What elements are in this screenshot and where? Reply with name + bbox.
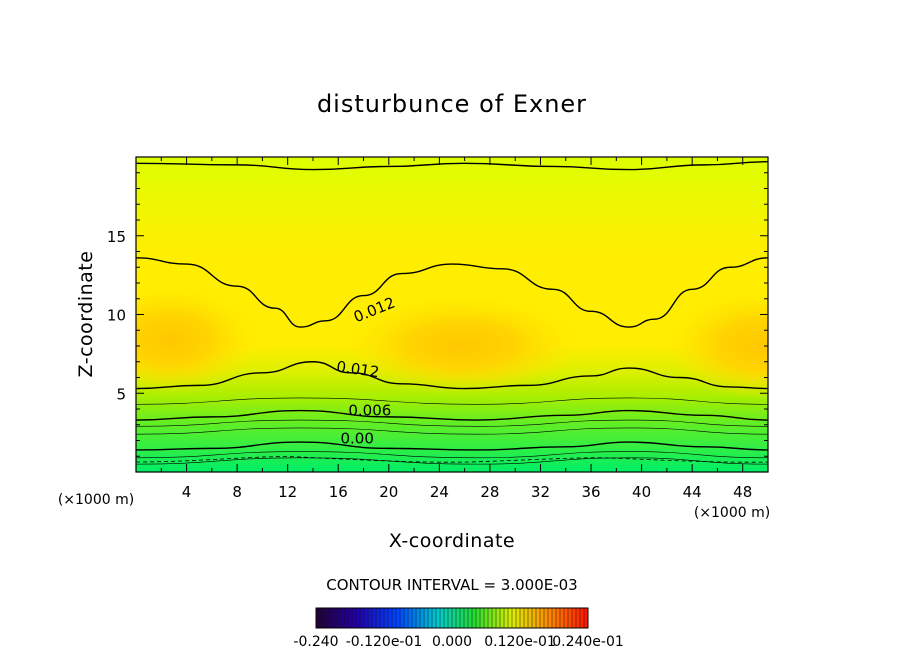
contour-line — [136, 441, 768, 451]
colorbar-label: 0.240e-01 — [552, 634, 624, 650]
contour-line-minor — [136, 397, 768, 405]
colorbar-label: -0.120e-01 — [346, 634, 423, 650]
contour-line-minor — [136, 427, 768, 435]
y-tick-label: 10 — [107, 307, 126, 325]
contour-label: 0.006 — [348, 401, 391, 419]
dashed-contour — [136, 456, 768, 463]
x-tick-label: 20 — [379, 483, 398, 501]
x-tick-label: 4 — [182, 483, 192, 501]
contour-line-minor — [136, 457, 768, 465]
field-max-right — [665, 290, 768, 400]
contour-lines — [136, 161, 768, 465]
x-tick-label: 24 — [430, 483, 449, 501]
x-tick-label: 8 — [232, 483, 242, 501]
colorbar-ticks — [315, 608, 589, 628]
x-tick-label: 28 — [480, 483, 499, 501]
x-tick-label: 32 — [531, 483, 550, 501]
x-tick-label: 48 — [733, 483, 752, 501]
x-tick-label: 44 — [683, 483, 702, 501]
x-axis-label: X-coordinate — [389, 530, 515, 552]
x-tick-label: 16 — [329, 483, 348, 501]
field-max-center — [342, 295, 582, 395]
plot-area — [136, 157, 768, 472]
colorbar-labels: -0.240 -0.120e-01 0.000 0.120e-010.240e-01 — [293, 634, 623, 650]
contour-interval-text: CONTOUR INTERVAL = 3.000E-03 — [326, 576, 577, 594]
contour-line — [136, 361, 768, 390]
colorbar-label: 0.000 — [432, 634, 472, 650]
y-axis-label: Z-coordinate — [75, 251, 97, 378]
contour-label: 0.012 — [335, 357, 380, 381]
contour-label: 0.00 — [340, 430, 373, 448]
colorbar-label: -0.240 — [293, 634, 338, 650]
y-tick-label: 5 — [116, 385, 126, 403]
y-tick-label: 15 — [107, 228, 126, 246]
chart-title: disturbunce of Exner — [317, 90, 587, 118]
contour-line — [136, 409, 768, 421]
x-tick-label: 12 — [278, 483, 297, 501]
contour-line-minor — [136, 451, 768, 459]
x-axis-unit: (×1000 m) — [694, 505, 770, 521]
contour-line-minor — [136, 419, 768, 427]
y-axis-unit: (×1000 m) — [58, 492, 134, 508]
contour-line — [136, 257, 768, 328]
x-tick-label: 36 — [581, 483, 600, 501]
x-tick-label: 40 — [632, 483, 651, 501]
colorbar-label: 0.120e-01 — [484, 634, 556, 650]
contour-line — [136, 161, 768, 171]
field-max-left — [136, 285, 260, 395]
